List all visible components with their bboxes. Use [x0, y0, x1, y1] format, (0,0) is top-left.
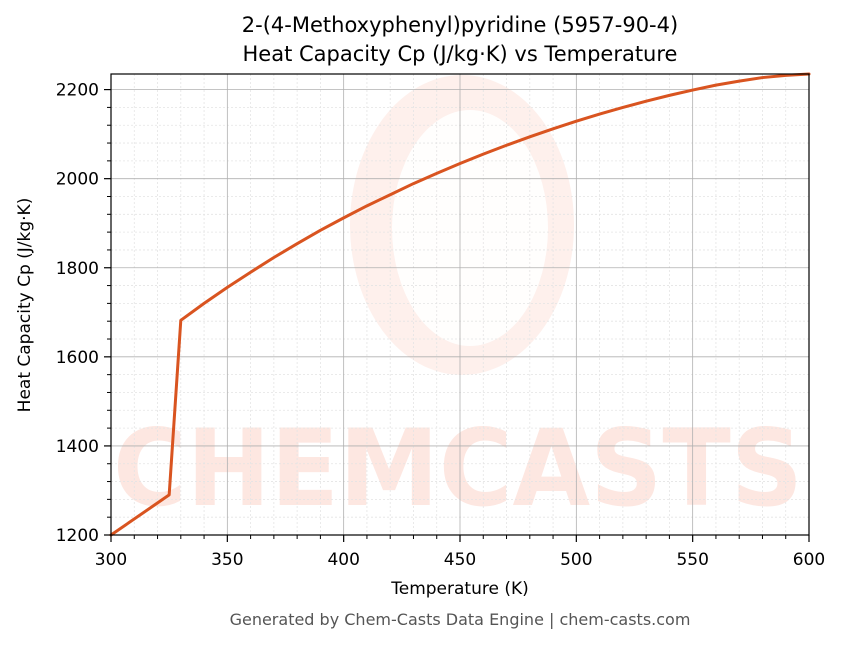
x-tick-label: 350: [211, 550, 243, 570]
footer-credit: Generated by Chem-Casts Data Engine | ch…: [230, 610, 691, 629]
x-tick-label: 450: [444, 550, 476, 570]
axes: [104, 73, 810, 542]
y-tick-label: 1200: [56, 526, 99, 546]
grid: [110, 74, 810, 536]
x-tick-label: 550: [676, 550, 708, 570]
y-axis-label: Heat Capacity Cp (J/kg·K): [15, 198, 35, 413]
tick-labels: 300 350 400 450 500 550 600 1200 1400 1600 1800 200…: [56, 81, 825, 570]
chart-title: 2-(4-Methoxyphenyl)pyridine (5957-90-4): [242, 13, 678, 37]
x-tick-label: 300: [95, 550, 127, 570]
x-tick-label: 500: [560, 550, 592, 570]
watermark-text: CHEMCASTS: [113, 407, 803, 530]
x-tick-label: 400: [327, 550, 359, 570]
series-line-cp: [109, 72, 811, 537]
y-tick-label: 2000: [56, 170, 99, 190]
y-tick-label: 1800: [56, 259, 99, 279]
watermark: CHEMCASTS: [113, 75, 803, 530]
y-tick-label: 2200: [56, 81, 99, 101]
chart-subtitle: Heat Capacity Cp (J/kg·K) vs Temperature: [243, 42, 678, 66]
y-tick-label: 1400: [56, 437, 99, 457]
y-tick-label: 1600: [56, 348, 99, 368]
x-tick-label: 600: [793, 550, 825, 570]
x-axis-label: Temperature (K): [390, 579, 529, 599]
data-series: [109, 72, 811, 537]
watermark-swirl-inner: [392, 110, 548, 346]
